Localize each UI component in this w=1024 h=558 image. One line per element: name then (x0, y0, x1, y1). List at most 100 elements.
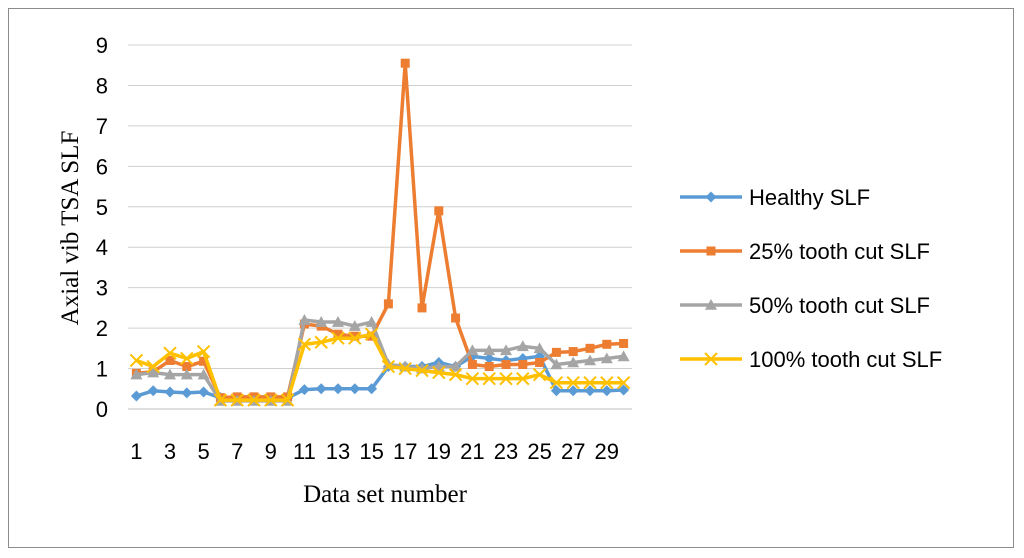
data-point (532, 367, 547, 382)
data-point (483, 352, 495, 364)
data-point (298, 384, 310, 396)
data-point (364, 327, 379, 341)
legend-label: 25% tooth cut SLF (749, 239, 930, 264)
data-point (331, 331, 345, 345)
y-tick-label: 6 (96, 154, 108, 179)
x-tick-label: 17 (393, 439, 417, 464)
data-point (165, 355, 175, 365)
data-point (196, 344, 211, 359)
data-point (500, 344, 512, 356)
y-tick-label: 8 (96, 73, 108, 98)
data-point (432, 365, 446, 380)
data-point (466, 344, 479, 356)
data-point (465, 371, 480, 386)
x-tick-label: 21 (460, 439, 484, 464)
data-point-stroke (516, 371, 530, 386)
data-point (618, 384, 630, 396)
data-point (315, 316, 328, 327)
data-point (567, 356, 580, 368)
legend-item: 100% tooth cut SLF (680, 347, 942, 372)
data-point-stroke (704, 352, 718, 366)
y-tick-label: 9 (96, 33, 108, 58)
data-point (147, 366, 160, 378)
data-point-stroke (499, 371, 513, 386)
y-tick-label: 5 (96, 195, 108, 220)
data-point (350, 331, 360, 341)
data-point (297, 337, 312, 351)
series-line (135, 332, 624, 402)
data-point (705, 191, 717, 203)
data-point (130, 368, 143, 380)
data-point (501, 360, 511, 370)
data-point (197, 368, 210, 380)
data-point (449, 360, 462, 372)
data-point (213, 393, 228, 407)
data-point (600, 376, 614, 390)
y-tick-label: 0 (96, 397, 108, 422)
data-point (198, 386, 210, 398)
gridlines (128, 44, 632, 410)
legend-item: 25% tooth cut SLF (680, 239, 930, 264)
x-tick-label: 7 (231, 439, 243, 464)
x-tick-label: 29 (595, 439, 619, 464)
data-point (381, 359, 396, 374)
data-point (619, 338, 629, 348)
data-point (180, 368, 193, 380)
data-point (483, 344, 496, 356)
data-point-stroke (196, 344, 211, 359)
data-point-stroke (213, 393, 228, 407)
data-point-stroke (280, 393, 295, 407)
data-point (333, 329, 343, 339)
x-tick-label: 11 (293, 439, 316, 464)
data-point (332, 316, 344, 327)
data-point (601, 385, 613, 397)
legend-label: 50% tooth cut SLF (749, 293, 930, 318)
data-point-stroke (465, 371, 480, 386)
data-point (415, 363, 429, 378)
legend-label: Healthy SLF (749, 185, 870, 210)
x-tick-label: 19 (427, 439, 451, 464)
data-point (349, 383, 361, 395)
data-point (616, 376, 631, 390)
data-point (130, 390, 142, 402)
data-point (199, 356, 209, 366)
series-100-tooth-cut-slf (129, 327, 631, 407)
data-point-stroke (398, 361, 412, 376)
data-point-stroke (331, 331, 345, 345)
data-point (584, 354, 596, 366)
data-point-stroke (180, 351, 194, 366)
data-point-stroke (146, 359, 160, 374)
y-tick-label: 2 (96, 316, 108, 341)
x-tick-labels: 1 3 5 7 9 11 13 15 17 19 21 23 25 27 29 (130, 439, 619, 464)
data-point-stroke (600, 376, 614, 390)
data-point-stroke (364, 327, 379, 341)
data-point-stroke (415, 363, 429, 378)
data-point (706, 246, 716, 256)
data-point (516, 371, 530, 386)
data-point (417, 303, 427, 313)
legend-label: 100% tooth cut SLF (749, 347, 942, 372)
data-point (315, 383, 327, 395)
data-point (280, 393, 295, 407)
data-point-stroke (616, 376, 631, 390)
x-axis-title: Data set number (303, 481, 468, 508)
x-tick-label: 15 (359, 439, 383, 464)
series-group (129, 58, 631, 407)
y-tick-label: 7 (96, 114, 108, 139)
data-point (366, 383, 378, 395)
data-point (230, 393, 244, 407)
data-point (551, 347, 561, 357)
x-tick-label: 9 (265, 439, 277, 464)
legend-item: 50% tooth cut SLF (680, 293, 930, 318)
data-point (499, 371, 513, 386)
data-point (398, 361, 412, 376)
legend: Healthy SLF 25% tooth cut SLF 50% tooth cu… (680, 185, 942, 372)
data-point (298, 314, 311, 325)
data-point (467, 360, 477, 370)
data-point (549, 376, 564, 390)
data-point (164, 368, 176, 380)
data-point (482, 371, 496, 386)
data-point (332, 383, 344, 395)
x-tick-label: 25 (527, 439, 551, 464)
x-tick-label: 3 (164, 439, 176, 464)
